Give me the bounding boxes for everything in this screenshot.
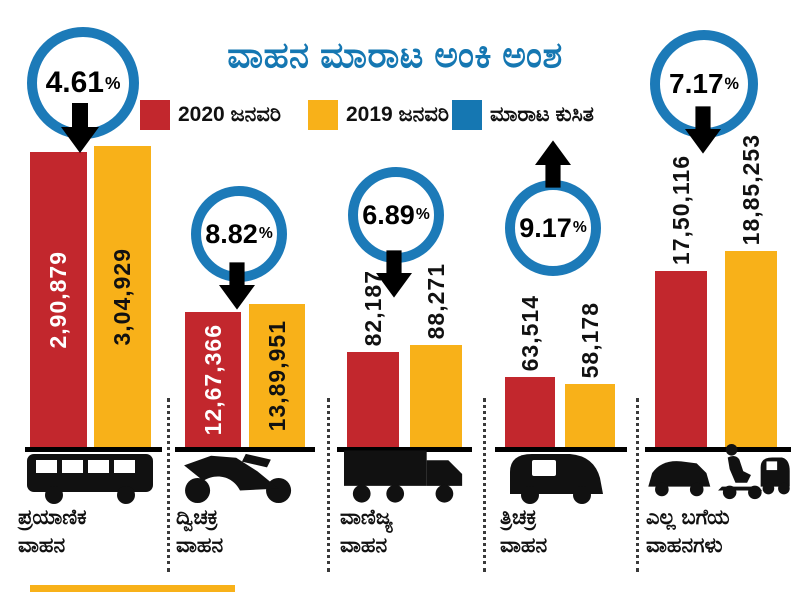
bar-value-commercial-2019: 88,271 [422,262,449,339]
bar-value-twowheeler-2019: 13,89,951 [263,319,290,432]
bar-value-passenger-2019: 3,04,929 [109,247,135,346]
pct-circle-commercial: 6.89% [348,167,444,263]
category-label-line1: ವಾಣಿಜ್ಯ [340,506,393,529]
van-icon [27,454,153,504]
baseline [175,447,315,452]
percent-sign: % [104,72,121,93]
category-label-line2: ವಾಹನ [18,533,66,557]
legend-swatch-red [140,100,170,130]
legend-label-2020: 2020 ಜನವರಿ [178,103,281,126]
truck-icon [344,450,463,503]
category-label-line2: ವಾಹನ [176,533,224,557]
pct-value-passenger: 4.61 [45,66,104,99]
bar-value-all-2020: 17,50,116 [667,154,694,265]
category-label-line2: ವಾಹನ [340,533,388,557]
category-label-twowheeler: ದ್ವಿಚಕ್ರ ವಾಹನ [176,504,326,559]
pct-value-threewheeler: 9.17 [519,212,572,243]
auto-rickshaw-icon [510,454,603,504]
category-label-threewheeler: ತ್ರಿಚಕ್ರ ವಾಹನ [500,504,650,559]
down-arrow-icon [685,106,721,154]
percent-sign: % [258,225,273,242]
legend-item-decline: ಮಾರಾಟ ಕುಸಿತ [452,100,594,130]
bar-twowheeler-2020: 12,67,366 [185,312,241,447]
pct-value-twowheeler: 8.82 [205,218,258,249]
baseline [495,447,627,452]
category-label-passenger: ಪ್ರಯಾಣಿಕ ವಾಹನ [18,504,168,559]
legend-swatch-blue [452,100,482,130]
category-label-line1: ಎಲ್ಲ ಬಗೆಯ [646,506,730,529]
legend-item-2019: 2019 ಜನವರಿ [308,100,449,130]
bar-threewheeler-2019 [565,384,615,447]
percent-sign: % [572,219,587,236]
down-arrow-icon [61,103,99,153]
legend-label-2019: 2019 ಜನವರಿ [346,103,449,126]
percent-sign: % [724,74,739,93]
pct-circle-threewheeler: 9.17% [505,180,601,276]
motorcycle-icon [184,453,292,504]
bar-value-twowheeler-2020: 12,67,366 [199,323,226,436]
legend-item-2020: 2020 ಜನವರಿ [140,100,281,130]
baseline [337,447,472,452]
separator [636,398,639,572]
bar-value-all-2019: 18,85,253 [737,133,764,245]
category-label-all: ಎಲ್ಲ ಬಗೆಯ ವಾಹನಗಳು [646,504,796,559]
bar-passenger-2020: 2,90,879 [30,152,87,447]
category-label-line2: ವಾಹನಗಳು [646,533,723,557]
down-arrow-icon [219,262,255,310]
bottom-strip [30,585,235,592]
percent-sign: % [415,206,430,223]
category-label-line1: ಪ್ರಯಾಣಿಕ [18,506,87,529]
vehicles-group-icon [648,443,790,500]
down-arrow-icon [376,250,412,298]
bar-value-threewheeler-2019: 58,178 [576,301,603,378]
up-arrow-icon [535,140,571,188]
separator [483,398,486,572]
bar-twowheeler-2019: 13,89,951 [249,304,305,447]
bar-commercial-2020 [347,352,399,447]
category-label-line2: ವಾಹನ [500,533,548,557]
separator [327,398,330,572]
separator [167,398,170,572]
bar-all-2020 [655,271,707,447]
baseline [645,447,791,452]
bar-all-2019 [725,251,777,447]
pct-value-all: 7.17 [669,68,724,99]
page-title: ವಾಹನ ಮಾರಾಟ ಅಂಕಿ ಅಂಶ [227,34,563,75]
bar-threewheeler-2020 [505,377,555,447]
bar-passenger-2019: 3,04,929 [94,146,151,447]
legend-swatch-yellow [308,100,338,130]
bar-commercial-2019 [410,345,462,447]
category-label-line1: ತ್ರಿಚಕ್ರ [500,506,537,529]
baseline [25,447,162,452]
legend-label-decline: ಮಾರಾಟ ಕುಸಿತ [490,103,594,126]
category-label-line1: ದ್ವಿಚಕ್ರ [176,506,218,529]
pct-value-commercial: 6.89 [362,199,415,230]
bar-value-passenger-2020: 2,90,879 [45,250,71,349]
category-label-commercial: ವಾಣಿಜ್ಯ ವಾಹನ [340,504,490,559]
bar-value-threewheeler-2020: 63,514 [516,294,543,371]
